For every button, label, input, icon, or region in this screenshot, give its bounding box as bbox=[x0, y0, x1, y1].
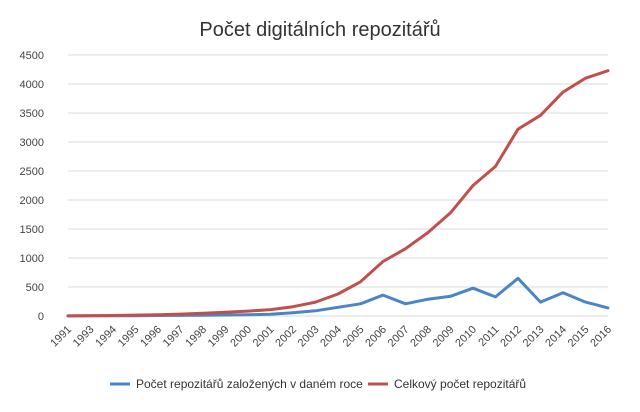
x-tick-label: 2011 bbox=[476, 324, 501, 349]
x-tick-label: 1995 bbox=[116, 324, 142, 350]
x-tick-label: 2012 bbox=[498, 324, 524, 350]
x-tick-label: 1996 bbox=[138, 324, 164, 350]
x-tick-label: 1998 bbox=[183, 324, 209, 350]
x-tick-label: 1994 bbox=[93, 324, 119, 350]
legend: Počet repozitářů založených v daném roce… bbox=[110, 377, 526, 391]
x-tick-label: 2003 bbox=[296, 324, 322, 350]
x-tick-label: 1991 bbox=[48, 324, 74, 350]
x-tick-label: 2005 bbox=[341, 324, 367, 350]
x-tick-label: 2000 bbox=[228, 324, 254, 350]
x-tick-label: 2010 bbox=[453, 324, 479, 350]
series-line-total bbox=[66, 69, 610, 318]
y-axis-ticks: 0 500 1000 1500 2000 2500 3000 3500 4000 4500 bbox=[20, 50, 44, 323]
x-tick-label: 2016 bbox=[588, 324, 614, 350]
y-tick-label: 1000 bbox=[20, 253, 44, 265]
y-tick-label: 4000 bbox=[20, 79, 44, 91]
x-tick-label: 2009 bbox=[431, 324, 457, 350]
y-tick-label: 1500 bbox=[20, 224, 44, 236]
y-tick-label: 3500 bbox=[20, 108, 44, 120]
y-tick-label: 4500 bbox=[20, 50, 44, 62]
y-tick-label: 0 bbox=[38, 311, 44, 323]
x-tick-label: 2007 bbox=[386, 324, 412, 350]
x-tick-label: 2014 bbox=[543, 324, 569, 350]
y-tick-label: 500 bbox=[26, 282, 44, 294]
x-tick-label: 2015 bbox=[566, 324, 592, 350]
legend-label-total: Celkový počet repozitářů bbox=[394, 377, 526, 391]
x-tick-label: 2006 bbox=[363, 324, 389, 350]
x-tick-label: 2008 bbox=[408, 324, 434, 350]
x-tick-label: 1993 bbox=[71, 324, 97, 350]
x-tick-label: 1999 bbox=[206, 324, 232, 350]
series-lines bbox=[66, 69, 610, 318]
y-tick-label: 2000 bbox=[20, 195, 44, 207]
x-tick-label: 2002 bbox=[273, 324, 299, 350]
series-line-new bbox=[66, 276, 610, 318]
x-tick-label: 2004 bbox=[318, 324, 344, 350]
chart-title: Počet digitálních repozitářů bbox=[199, 19, 440, 41]
x-tick-label: 2001 bbox=[251, 324, 277, 350]
legend-label-new: Počet repozitářů založených v daném roce bbox=[136, 377, 363, 391]
x-tick-label: 2013 bbox=[521, 324, 547, 350]
y-tick-label: 3000 bbox=[20, 137, 44, 149]
y-tick-label: 2500 bbox=[20, 166, 44, 178]
x-tick-label: 1997 bbox=[161, 324, 187, 350]
x-axis-ticks: 1991199319941995199619971998199920002001… bbox=[48, 324, 614, 350]
gridlines bbox=[68, 54, 608, 317]
